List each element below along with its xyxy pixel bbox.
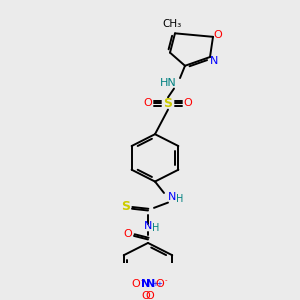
Text: S: S (122, 200, 130, 214)
Text: N: N (210, 56, 218, 65)
Text: O: O (124, 229, 132, 239)
Text: S: S (164, 97, 172, 110)
Text: O: O (214, 30, 222, 40)
Text: -: - (164, 277, 167, 283)
Text: O: O (146, 291, 154, 300)
Text: O: O (155, 279, 164, 289)
Text: -: - (141, 277, 143, 283)
Text: -: - (148, 299, 150, 300)
Text: CH₃: CH₃ (162, 19, 182, 29)
Text: O: O (141, 291, 150, 300)
Text: +: + (152, 281, 158, 287)
Text: HN: HN (160, 78, 176, 88)
Text: N: N (168, 192, 176, 202)
Text: O: O (132, 279, 141, 289)
Text: N: N (144, 221, 152, 231)
Text: +: + (156, 281, 162, 287)
Text: O: O (144, 98, 152, 109)
Text: N: N (146, 279, 155, 289)
Text: N: N (141, 279, 150, 289)
Text: H: H (152, 223, 160, 233)
Text: H: H (176, 194, 184, 204)
Text: O: O (184, 98, 192, 109)
